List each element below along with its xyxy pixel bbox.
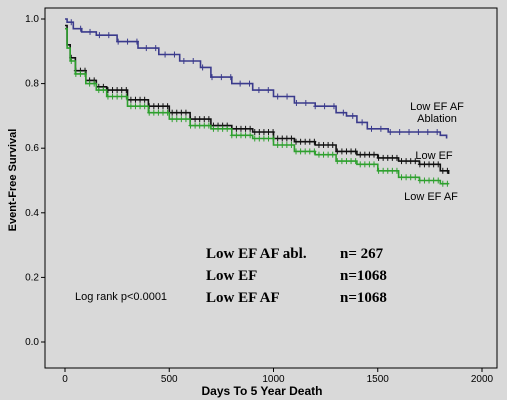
series-label: Ablation: [417, 113, 457, 125]
series-label: Low EF AF: [410, 101, 464, 113]
n-list-group-label: Low EF AF abl.: [206, 246, 307, 262]
y-tick-label: 0.6: [25, 143, 39, 154]
x-tick-label: 0: [62, 374, 68, 385]
series-line: [65, 18, 448, 139]
y-tick-label: 0.0: [25, 337, 39, 348]
series-label: Low EF: [415, 150, 453, 162]
log-rank-annotation: Log rank p<0.0001: [75, 291, 167, 303]
x-tick-label: 500: [161, 374, 178, 385]
y-tick-label: 0.2: [25, 272, 39, 283]
plot-frame: [44, 7, 498, 369]
n-list-count: n=1068: [340, 290, 387, 306]
y-tick-label: 0.4: [25, 208, 39, 219]
axes: [44, 7, 498, 369]
n-list-count: n=1068: [340, 268, 387, 284]
y-axis-label: Event-Free Survival: [7, 129, 19, 232]
n-list-group-label: Low EF: [206, 268, 257, 284]
ticks: 0 500 1000 1500 2000 0.0 0.2 0.4 0.6 0.8 1.0: [25, 14, 493, 385]
x-tick-label: 2000: [471, 374, 494, 385]
x-tick-label: 1000: [262, 374, 285, 385]
y-tick-label: 0.8: [25, 79, 39, 90]
n-list-group-label: Low EF AF: [206, 290, 280, 306]
series-group: [65, 18, 450, 187]
x-axis-label: Days To 5 Year Death: [202, 384, 323, 398]
y-tick-label: 1.0: [25, 14, 39, 25]
series-label: Low EF AF: [404, 191, 458, 203]
x-tick-label: 1500: [367, 374, 390, 385]
n-list-count: n= 267: [340, 246, 384, 262]
